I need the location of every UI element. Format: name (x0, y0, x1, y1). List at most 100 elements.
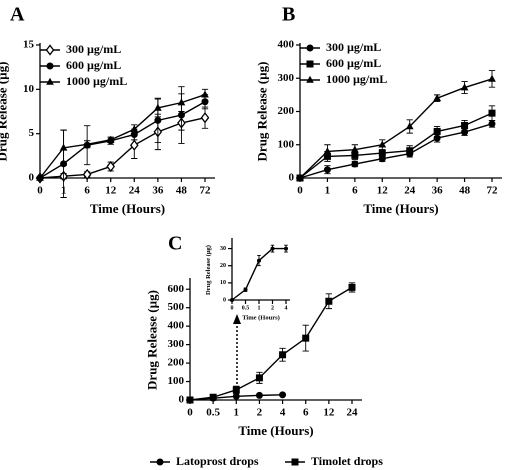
x-tick-label: 24 (129, 185, 141, 197)
marker (348, 283, 356, 291)
marker (406, 147, 414, 155)
series-line (39, 101, 206, 179)
marker (232, 392, 240, 400)
y-tick-label: 400 (278, 39, 295, 51)
legend-marker (45, 44, 55, 56)
marker (433, 127, 441, 135)
marker (378, 149, 386, 157)
x-tick-label: 4 (280, 407, 286, 419)
marker (177, 111, 185, 119)
marker (351, 160, 359, 168)
marker (460, 83, 469, 91)
legend-label: 600 µg/mL (326, 56, 381, 70)
y-tick-label: 0 (289, 172, 295, 184)
legend-label: 600 µg/mL (66, 58, 121, 72)
y-tick-label: 400 (168, 320, 185, 332)
legend-label: Latoprost drops (176, 454, 259, 468)
y-tick-label: 500 (168, 301, 185, 313)
y-tick-label: 15 (23, 39, 35, 51)
marker (323, 147, 332, 155)
x-tick-label: 1 (258, 305, 261, 311)
y-axis-title: Drug Release (µg) (205, 245, 212, 295)
marker (106, 160, 116, 173)
x-tick-label: 12 (105, 185, 117, 197)
marker (83, 140, 91, 148)
legend-label: 1000 µg/mL (66, 74, 127, 88)
marker (488, 109, 496, 117)
marker (257, 258, 261, 263)
x-tick-label: 1 (234, 407, 240, 419)
x-axis-title: Time (Hours) (242, 314, 280, 321)
x-tick-label: 0.5 (206, 407, 220, 419)
marker (279, 391, 287, 399)
y-tick-label: 300 (278, 72, 295, 84)
legend-marker (46, 62, 54, 70)
marker (230, 298, 234, 302)
x-tick-label: 2 (271, 305, 274, 311)
marker (405, 122, 414, 130)
panel-label: B (282, 4, 295, 26)
x-tick-label: 24 (347, 407, 359, 419)
x-tick-label: 0 (187, 407, 193, 419)
marker (325, 297, 333, 305)
y-tick-label: 5 (29, 127, 35, 139)
y-tick-label: 10 (23, 83, 35, 95)
x-tick-label: 0 (37, 185, 43, 197)
series-line (189, 286, 353, 401)
y-axis-title: Drug Release (µg) (254, 62, 269, 162)
marker (255, 391, 263, 399)
marker (378, 155, 386, 163)
marker (200, 112, 210, 124)
marker (488, 120, 496, 128)
y-tick-label: 0 (179, 394, 185, 406)
panel-label: A (10, 4, 25, 26)
marker (461, 121, 469, 129)
y-tick-label: 600 (168, 283, 185, 295)
marker (186, 396, 194, 404)
y-tick-label: 100 (278, 138, 295, 150)
marker (36, 173, 44, 181)
legend-label: Timolet drops (311, 454, 383, 468)
x-tick-label: 6 (303, 407, 309, 419)
x-tick-label: 0 (231, 305, 234, 311)
series-line (39, 93, 206, 179)
legend-label: 1000 µg/mL (326, 72, 387, 86)
series-line (299, 123, 493, 179)
marker (59, 143, 68, 151)
legend-marker (306, 75, 314, 83)
legend-label: 300 µg/mL (326, 40, 381, 54)
marker (209, 393, 217, 401)
marker (243, 287, 248, 292)
marker (154, 116, 162, 124)
x-tick-label: 24 (404, 185, 416, 197)
y-tick-label: 20 (220, 263, 226, 269)
marker (154, 103, 162, 111)
y-tick-label: 30 (220, 246, 226, 252)
x-tick-label: 36 (432, 185, 444, 197)
y-tick-label: 200 (278, 105, 295, 117)
marker (323, 166, 331, 174)
x-tick-label: 0.5 (242, 305, 250, 311)
legend-label: 300 µg/mL (66, 42, 121, 56)
marker (201, 90, 209, 98)
marker (270, 246, 275, 251)
arrow-head (233, 314, 241, 324)
x-tick-label: 0 (297, 185, 303, 197)
x-axis-title: Time (Hours) (238, 423, 313, 438)
marker (130, 125, 139, 133)
marker (488, 74, 496, 82)
marker (106, 135, 115, 143)
series-line (299, 78, 493, 179)
y-tick-label: 0 (29, 172, 35, 184)
marker (351, 145, 359, 153)
marker (351, 151, 359, 159)
legend-marker (306, 44, 314, 52)
y-tick-label: 10 (220, 280, 226, 286)
y-tick-label: 200 (168, 357, 185, 369)
marker (378, 140, 387, 148)
x-tick-label: 6 (352, 185, 358, 197)
x-axis-title: Time (Hours) (363, 201, 438, 216)
legend-marker (156, 458, 164, 466)
panel-label: C (168, 233, 182, 255)
